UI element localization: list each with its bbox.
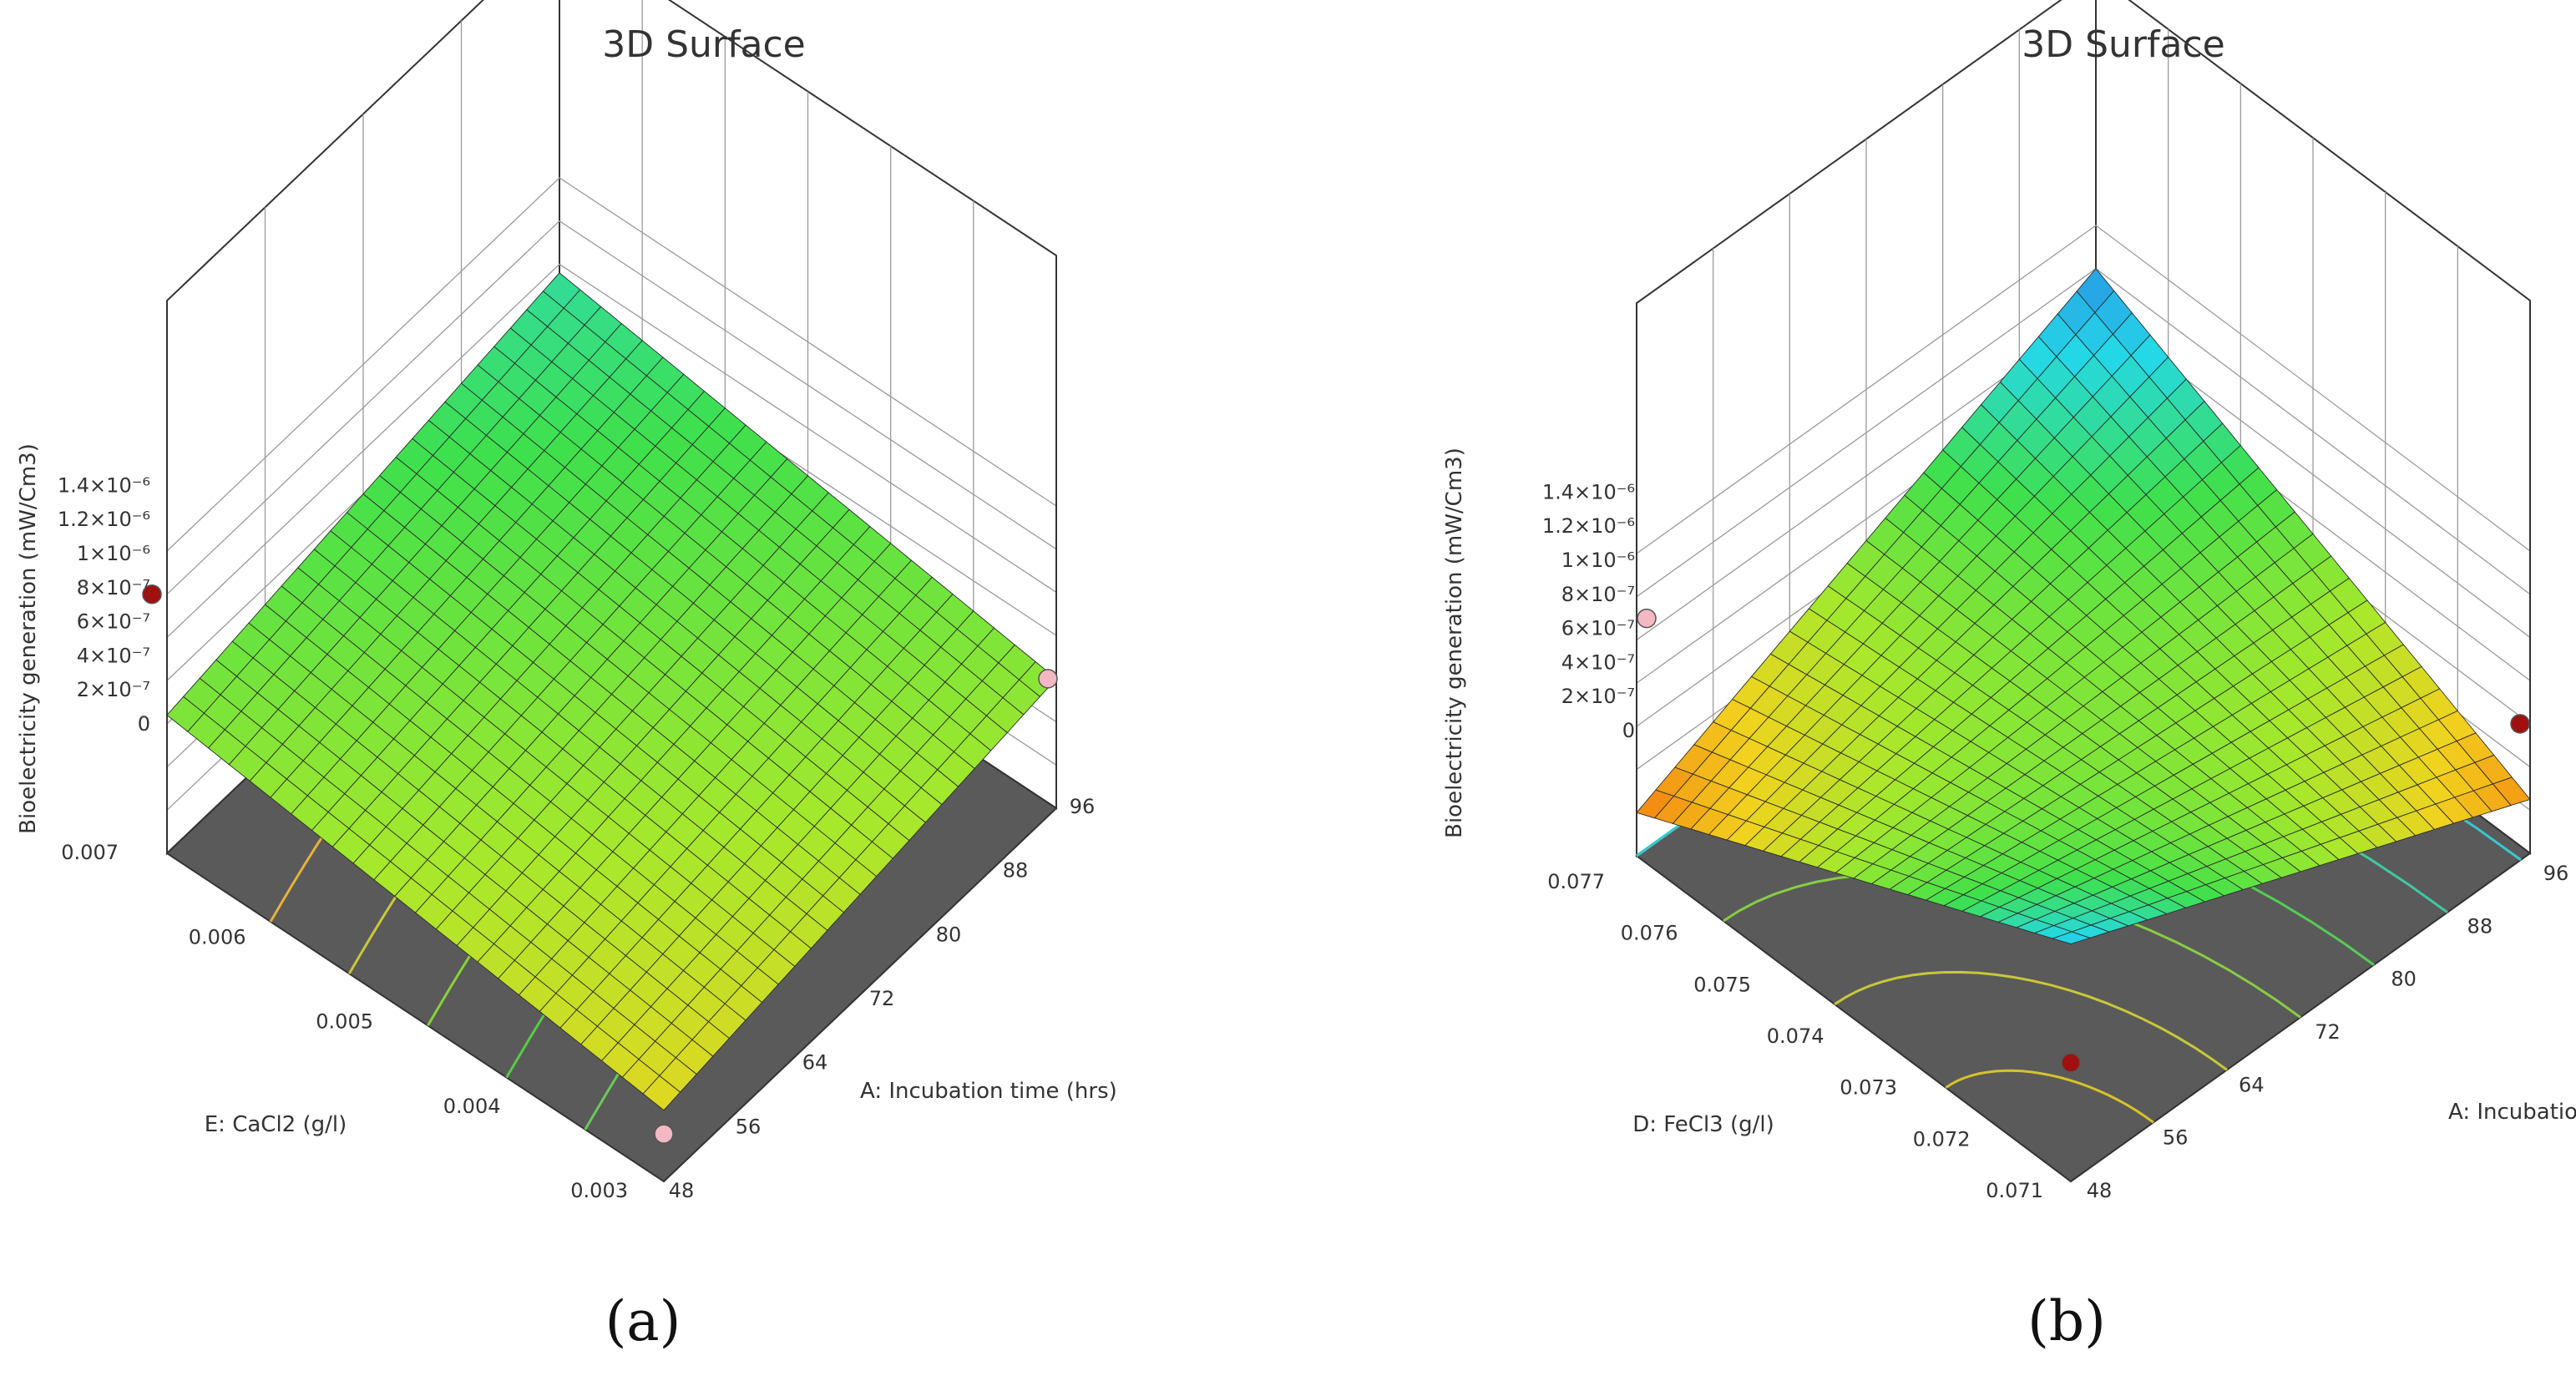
contour-line: [1834, 970, 2228, 1071]
x-tick-label: 48: [669, 1179, 695, 1202]
chart-title: 3D Surface: [602, 23, 805, 66]
x-tick-label: 64: [2239, 1073, 2265, 1096]
x-tick-label: 88: [1003, 859, 1029, 883]
design-point: [2061, 1053, 2081, 1073]
y-tick-label: 0.003: [570, 1179, 628, 1202]
wall-grid-line: [1636, 225, 2531, 554]
x-tick-label: 96: [1070, 795, 1096, 818]
z-tick-label: 1×10⁻⁶: [77, 542, 150, 565]
y-tick-label: 0.073: [1840, 1076, 1897, 1100]
chart-panel-a: 3D Surface (a) 48 56 64 72 80 88 96 0.003 0.004 0.0…: [16, 0, 1117, 1353]
y-tick-label: 0.004: [443, 1095, 501, 1118]
y-tick-label: 0.006: [189, 925, 246, 949]
z-tick-label: 1×10⁻⁶: [1561, 549, 1635, 572]
x-tick-label: 56: [2163, 1126, 2189, 1150]
design-point: [142, 584, 162, 605]
x-tick-label: 72: [869, 987, 895, 1010]
z-axis-label: Bioelectricity generation (mW/Cm3): [16, 443, 41, 834]
response-surface: [1636, 267, 2531, 945]
y-tick-label: 0.007: [61, 841, 119, 864]
z-tick-label: 1.2×10⁻⁶: [1542, 514, 1635, 538]
panel-label: (a): [605, 1289, 681, 1353]
wall-grid-line: [166, 220, 1057, 595]
z-tick-label: 4×10⁻⁷: [77, 644, 150, 667]
y-tick-label: 0.075: [1693, 973, 1751, 996]
z-tick-label: 6×10⁻⁷: [1561, 617, 1635, 640]
y-tick-label: 0.071: [1986, 1179, 2043, 1202]
surface-cell: [2051, 931, 2092, 945]
wall-grid-line: [166, 263, 1057, 638]
z-tick-label: 2×10⁻⁷: [77, 678, 150, 701]
y-axis-label: D: FeCl3 (g/l): [1632, 1112, 1774, 1137]
z-tick-label: 0: [138, 712, 150, 736]
z-tick-label: 8×10⁻⁷: [77, 576, 150, 599]
z-tick-label: 1.2×10⁻⁶: [58, 508, 150, 531]
design-point: [1038, 669, 1058, 689]
contour-line: [1945, 1069, 2154, 1124]
chart-title: 3D Surface: [2022, 23, 2224, 66]
z-axis-label: Bioelectricity generation (mW/Cm3): [1442, 448, 1467, 838]
design-points: [142, 584, 1058, 1144]
y-axis-label: E: CaCl2 (g/l): [205, 1112, 347, 1137]
x-tick-label: 72: [2315, 1020, 2341, 1044]
x-tick-label: 96: [2543, 862, 2569, 885]
design-points: [1637, 608, 2530, 1073]
z-tick-label: 6×10⁻⁷: [77, 610, 150, 634]
z-tick-label: 8×10⁻⁷: [1561, 583, 1635, 606]
x-tick-label: 64: [802, 1051, 828, 1075]
z-tick-label: 1.4×10⁻⁶: [58, 473, 150, 497]
design-point: [654, 1124, 674, 1144]
x-tick-label: 88: [2467, 914, 2493, 938]
response-surface: [166, 272, 1057, 1111]
y-tick-label: 0.074: [1767, 1024, 1824, 1048]
surface-cell: [642, 1075, 681, 1111]
design-point: [1637, 608, 1657, 629]
chart-panel-b: 3D Surface (b) 48 56 64 72 80 88 96 0.071 0.072 0.0…: [1442, 0, 2576, 1353]
design-point: [2510, 714, 2530, 734]
x-tick-label: 80: [936, 923, 962, 946]
wall-grid-line: [166, 177, 1057, 552]
y-tick-label: 0.072: [1913, 1127, 1971, 1151]
z-tick-label: 2×10⁻⁷: [1561, 685, 1635, 708]
y-tick-label: 0.077: [1547, 870, 1605, 893]
z-tick-label: 4×10⁻⁷: [1561, 650, 1635, 674]
panel-label: (b): [2027, 1289, 2106, 1353]
x-tick-label: 56: [736, 1115, 762, 1138]
x-axis-label: A: Incubation time (hrs): [860, 1079, 1117, 1104]
x-axis-label: A: Incubation time (hrs): [2448, 1100, 2576, 1125]
y-tick-label: 0.005: [316, 1010, 373, 1034]
x-tick-label: 80: [2391, 968, 2417, 991]
z-tick-label: 0: [1622, 719, 1635, 742]
y-tick-label: 0.076: [1621, 922, 1678, 945]
z-tick-label: 1.4×10⁻⁶: [1542, 480, 1635, 503]
x-tick-label: 48: [2087, 1179, 2113, 1202]
